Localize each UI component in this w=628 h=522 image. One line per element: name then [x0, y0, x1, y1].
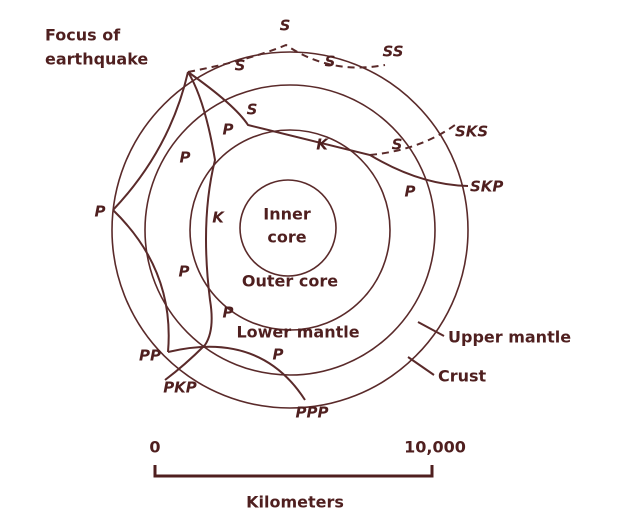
p-ray	[112, 71, 189, 211]
layer-label: core	[267, 228, 306, 247]
layer-label: Outer core	[242, 272, 338, 291]
wave-label: S	[325, 53, 336, 71]
layer-label: Upper mantle	[448, 328, 571, 347]
wave-label: SKS	[455, 123, 488, 141]
p-ray	[112, 209, 170, 353]
ss-ray	[187, 43, 386, 73]
pkp-ray	[164, 71, 217, 381]
wave-label: P	[405, 183, 416, 201]
wave-label: SKP	[470, 178, 503, 196]
wave-label: P	[223, 121, 234, 139]
wave-label: S	[280, 17, 291, 35]
wave-label: SS	[382, 43, 403, 61]
inner-core-circle	[239, 179, 337, 277]
wave-label: PKP	[163, 379, 197, 397]
wave-label: PPP	[296, 404, 329, 422]
skp-ray	[187, 71, 469, 187]
wave-label: P	[180, 149, 191, 167]
scale-start: 0	[149, 438, 160, 457]
layer-label: Lower mantle	[236, 323, 359, 342]
crust-circle	[111, 51, 469, 409]
scale-end: 10,000	[404, 438, 466, 457]
scale-unit: Kilometers	[246, 493, 344, 512]
scale-bar	[153, 465, 434, 478]
ppp-ray	[167, 345, 306, 401]
wave-label: PP	[139, 347, 161, 365]
sks-ray	[369, 124, 456, 156]
layer-label: Inner	[263, 205, 311, 224]
wave-label: P	[223, 304, 234, 322]
leader	[417, 321, 445, 337]
wave-label: S	[392, 136, 403, 154]
wave-label: K	[316, 136, 329, 154]
focus-label: Focus of	[45, 26, 121, 45]
wave-label: S	[235, 57, 246, 75]
layer-label: Crust	[438, 367, 487, 386]
mantle-circle	[144, 84, 436, 376]
wave-label: P	[95, 203, 106, 221]
outer-core-circle	[189, 129, 391, 331]
wave-label: K	[212, 209, 225, 227]
wave-label: P	[179, 263, 190, 281]
focus-label: earthquake	[45, 50, 148, 69]
wave-label: S	[247, 101, 258, 119]
leader	[407, 356, 435, 376]
wave-label: P	[273, 346, 284, 364]
